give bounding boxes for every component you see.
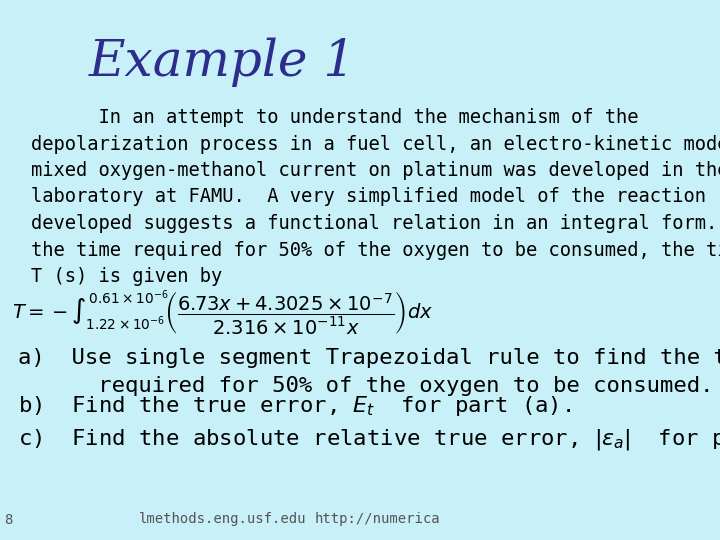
Text: lmethods.eng.usf.edu: lmethods.eng.usf.edu xyxy=(139,512,306,526)
Text: Example 1: Example 1 xyxy=(89,38,356,87)
Text: http://numerica: http://numerica xyxy=(315,512,441,526)
Text: 8: 8 xyxy=(4,512,13,526)
Text: $T = -\int_{1.22\times10^{-6}}^{0.61\times10^{-6}}\!\left(\dfrac{6.73x + 4.3025\: $T = -\int_{1.22\times10^{-6}}^{0.61\tim… xyxy=(12,289,433,339)
Text: a)  Use single segment Trapezoidal rule to find the time
      required for 50% : a) Use single segment Trapezoidal rule t… xyxy=(18,348,720,396)
Text: b)  Find the true error, $E_t$  for part (a).: b) Find the true error, $E_t$ for part (… xyxy=(18,394,571,418)
Text: c)  Find the absolute relative true error, $|\epsilon_a|$  for part (a).: c) Find the absolute relative true error… xyxy=(18,427,720,451)
Text: In an attempt to understand the mechanism of the
depolarization process in a fue: In an attempt to understand the mechanis… xyxy=(31,108,720,286)
